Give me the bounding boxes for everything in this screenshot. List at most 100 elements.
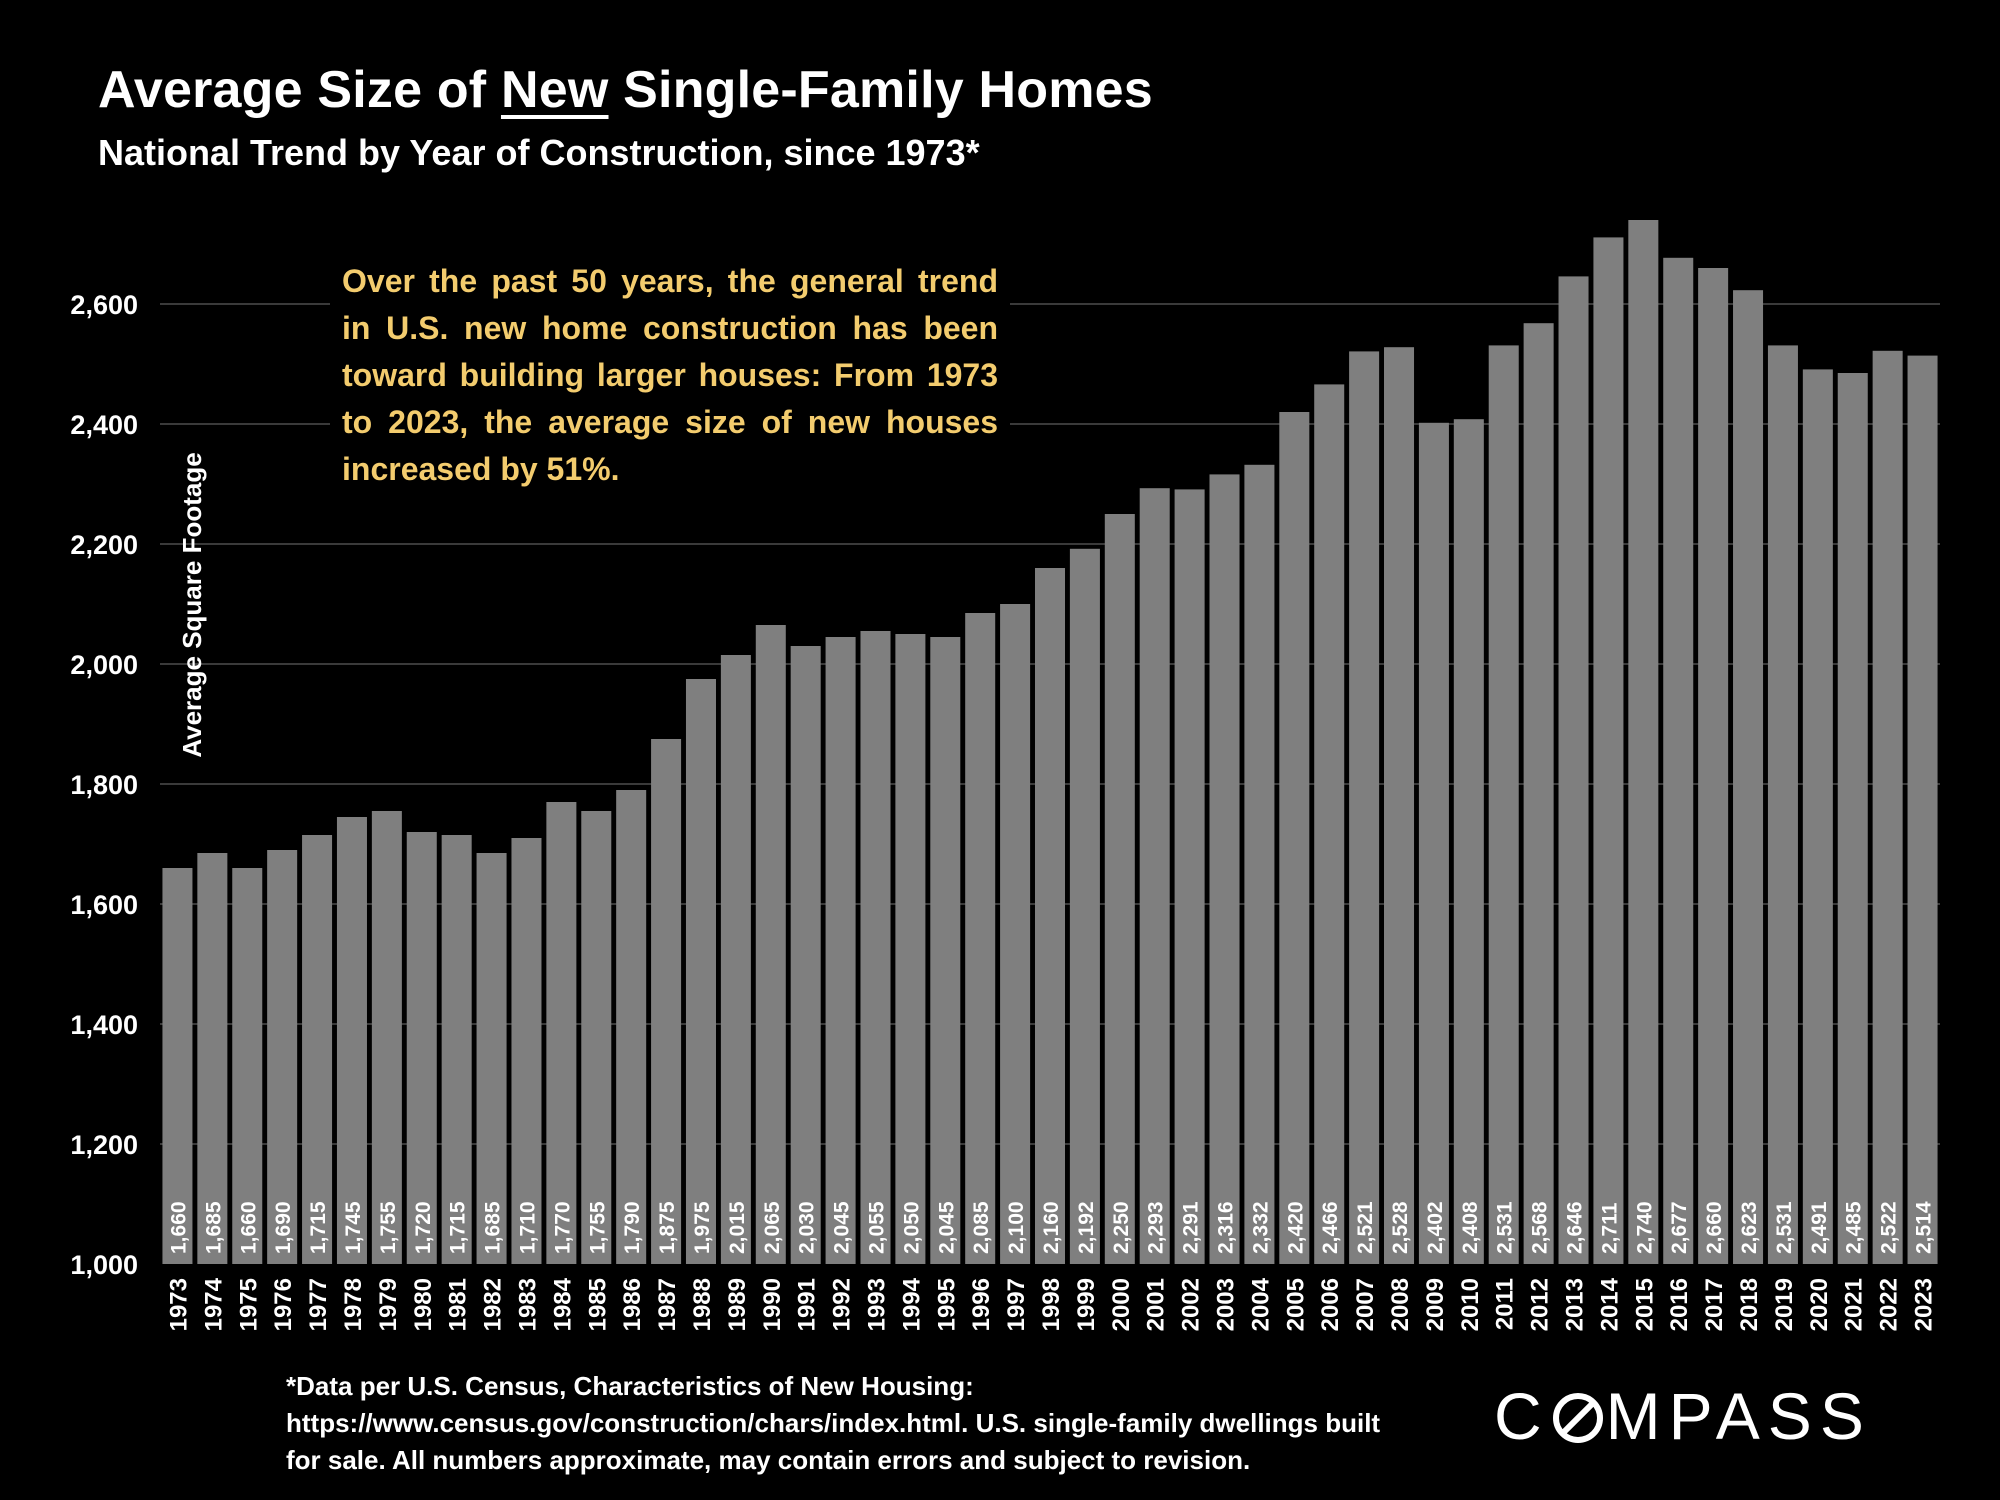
x-tick-label: 1982	[480, 1278, 507, 1331]
x-tick-label: 2017	[1701, 1278, 1728, 1331]
x-tick-label: 1992	[829, 1278, 856, 1331]
x-tick-label: 2009	[1422, 1278, 1449, 1331]
y-axis-tick-labels: 1,000 1,200 1,400 1,600 1,800 2,000 2,200 2,400…	[70, 290, 138, 1280]
y-tick-label: 1,400	[70, 1010, 138, 1040]
x-tick-label: 1979	[375, 1278, 402, 1331]
logo-text-post: MPASS	[1605, 1379, 1872, 1453]
bar-value-label: 2,408	[1459, 1201, 1482, 1254]
bar	[267, 850, 298, 1264]
bar-value-label: 1,660	[167, 1201, 190, 1254]
bar-value-label: 1,745	[342, 1201, 365, 1254]
bar-series	[162, 220, 1938, 1265]
bar-value-label: 2,521	[1354, 1201, 1377, 1254]
bar	[581, 811, 612, 1264]
bar	[1174, 489, 1205, 1264]
x-tick-label: 1980	[410, 1278, 437, 1331]
bar	[302, 835, 333, 1264]
x-tick-label: 1991	[794, 1278, 821, 1331]
bar	[965, 613, 996, 1264]
bar-value-label: 2,466	[1319, 1201, 1342, 1254]
bar-value-label: 2,316	[1215, 1201, 1238, 1254]
bar-value-label: 2,045	[935, 1201, 958, 1254]
bar-value-label: 1,715	[307, 1201, 330, 1254]
bar-value-label: 1,770	[551, 1201, 574, 1254]
bar	[1663, 257, 1694, 1264]
bar	[1000, 604, 1031, 1264]
bar-value-label: 2,100	[1005, 1201, 1028, 1254]
bar	[790, 646, 821, 1264]
bar	[1069, 548, 1100, 1264]
bar-value-label: 2,711	[1598, 1202, 1621, 1254]
footnote-line: https://www.census.gov/construction/char…	[286, 1408, 1381, 1438]
bar	[755, 625, 786, 1264]
logo-compass-o-icon	[1552, 1393, 1603, 1443]
bar	[1523, 323, 1554, 1264]
annotation-callout: Over the past 50 years, the general tren…	[330, 258, 1010, 493]
x-tick-label: 1977	[305, 1278, 332, 1331]
y-tick-label: 2,000	[70, 650, 138, 680]
x-tick-label: 1986	[619, 1278, 646, 1331]
bar-value-label: 1,715	[447, 1201, 470, 1254]
bar	[720, 655, 751, 1264]
bar	[336, 817, 367, 1264]
bar-value-label: 2,030	[796, 1201, 819, 1254]
bar	[616, 790, 647, 1264]
bar	[685, 679, 716, 1264]
y-tick-label: 2,400	[70, 410, 138, 440]
x-tick-label: 2018	[1736, 1278, 1763, 1331]
bar-value-label: 2,522	[1878, 1201, 1901, 1254]
footnote-line: for sale. All numbers approximate, may c…	[286, 1445, 1251, 1475]
x-tick-label: 2014	[1596, 1277, 1623, 1331]
x-tick-label: 2023	[1911, 1278, 1938, 1331]
bar	[860, 631, 891, 1264]
bar-value-label: 2,485	[1843, 1201, 1866, 1254]
bar	[546, 802, 577, 1264]
x-tick-label: 1981	[445, 1278, 472, 1331]
bar	[162, 868, 193, 1264]
chart-title: Average Size of New Single-Family Homes	[98, 60, 1153, 120]
bar-value-label: 2,568	[1529, 1201, 1552, 1254]
x-tick-label: 1976	[270, 1278, 297, 1331]
bar-value-label: 2,192	[1075, 1201, 1098, 1254]
x-tick-label: 2013	[1562, 1278, 1589, 1331]
x-tick-label: 2008	[1387, 1278, 1414, 1331]
footnote-line: *Data per U.S. Census, Characteristics o…	[286, 1371, 974, 1401]
x-tick-label: 2005	[1282, 1278, 1309, 1331]
x-tick-label: 2003	[1213, 1278, 1240, 1331]
bar-value-label: 2,623	[1738, 1201, 1761, 1254]
bar	[825, 637, 856, 1264]
bar	[1349, 351, 1380, 1264]
x-tick-label: 2016	[1666, 1278, 1693, 1331]
x-tick-label: 1994	[898, 1277, 925, 1331]
x-tick-label: 2015	[1631, 1278, 1658, 1331]
x-tick-label: 1999	[1073, 1278, 1100, 1331]
bar-value-label: 2,420	[1284, 1201, 1307, 1254]
bar-value-label: 2,528	[1389, 1201, 1412, 1254]
bar-value-label: 2,160	[1040, 1201, 1063, 1254]
compass-logo: C MPASS	[1494, 1378, 1872, 1454]
x-tick-label: 2011	[1492, 1278, 1519, 1330]
x-tick-label: 1974	[200, 1277, 227, 1331]
bar	[1384, 347, 1415, 1264]
x-tick-label: 2021	[1841, 1278, 1868, 1331]
bar-value-label: 1,685	[202, 1201, 225, 1254]
bar-value-label: 2,491	[1808, 1201, 1831, 1254]
bar	[1733, 290, 1764, 1264]
bar	[371, 811, 402, 1264]
y-tick-label: 1,600	[70, 890, 138, 920]
bar	[441, 835, 472, 1264]
bar	[476, 853, 507, 1264]
x-tick-label: 2006	[1317, 1278, 1344, 1331]
bar-value-label: 2,085	[970, 1201, 993, 1254]
bar-value-label: 1,875	[656, 1201, 679, 1254]
bar	[1418, 422, 1449, 1264]
x-tick-label: 1983	[514, 1278, 541, 1331]
y-tick-label: 2,200	[70, 530, 138, 560]
x-tick-label: 2010	[1457, 1278, 1484, 1331]
bar	[197, 853, 228, 1264]
bar	[1209, 474, 1240, 1264]
bar-value-label: 1,710	[516, 1201, 539, 1254]
bar	[511, 838, 542, 1264]
y-tick-label: 2,600	[70, 290, 138, 320]
x-tick-label: 2002	[1178, 1278, 1205, 1331]
